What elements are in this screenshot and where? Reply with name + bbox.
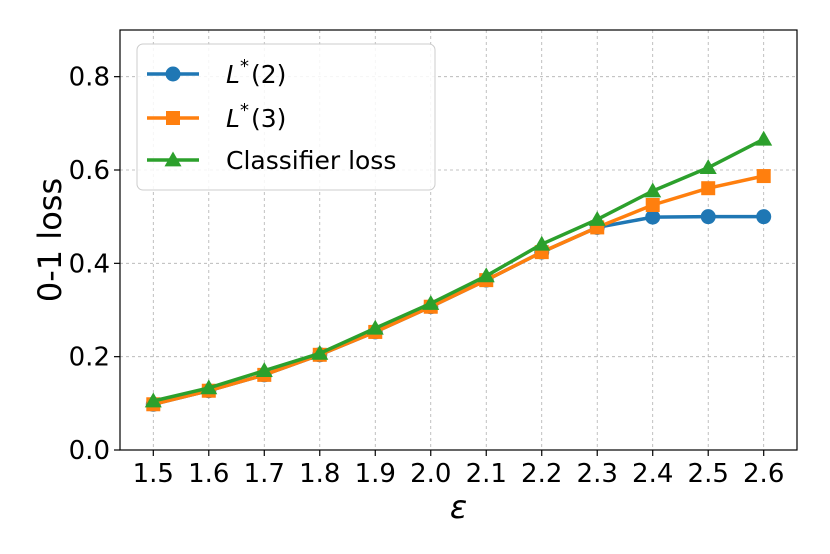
x-tick-label: 2.6: [743, 459, 784, 489]
data-point: [755, 130, 773, 146]
x-tick-label: 1.8: [299, 459, 340, 489]
y-tick-label: 0.6: [69, 156, 110, 186]
y-tick-label: 0.2: [69, 343, 110, 373]
x-tick-label: 2.1: [466, 459, 507, 489]
x-tick-label: 2.5: [688, 459, 729, 489]
data-point: [477, 267, 495, 283]
series-line: [152, 174, 765, 406]
x-tick-label: 2.4: [632, 459, 673, 489]
legend-marker: [165, 66, 181, 82]
x-tick-label: 2.3: [577, 459, 618, 489]
y-axis-label: 0-1 loss: [31, 178, 69, 302]
legend-item: Classifier loss: [147, 146, 396, 175]
legend-label: L*(3): [226, 100, 286, 133]
legend-marker: [166, 111, 180, 125]
legend-marker: [164, 151, 182, 167]
x-tick-label: 1.6: [188, 459, 229, 489]
x-axis-label: ε: [450, 488, 467, 526]
x-tick-label: 2.2: [521, 459, 562, 489]
data-point: [701, 181, 716, 196]
x-tick-label: 1.7: [244, 459, 285, 489]
series-line: [152, 137, 765, 403]
plot-frame: [119, 29, 798, 451]
data-point: [533, 235, 551, 251]
data-point: [144, 392, 162, 408]
x-tick-label: 1.9: [355, 459, 396, 489]
legend-label: Classifier loss: [226, 146, 396, 175]
x-tick-label: 2.0: [410, 459, 451, 489]
data-point: [200, 379, 218, 395]
legend-label: L*(2): [226, 56, 286, 89]
data-point: [311, 344, 329, 360]
data-point: [422, 294, 440, 310]
y-tick-label: 0.4: [69, 249, 110, 279]
data-point: [756, 169, 771, 184]
data-point: [645, 198, 660, 212]
x-axis-ticks: 1.5 1.6 1.7 1.8 1.9 2.0 2.1 2.2 2.3 2.4 2.5 2.6: [133, 450, 784, 489]
data-point: [756, 209, 772, 225]
data-point: [700, 209, 716, 225]
data-point: [645, 209, 661, 225]
data-point: [366, 319, 384, 335]
data-point: [644, 182, 662, 198]
y-tick-label: 0.8: [69, 63, 110, 93]
legend: L*(2) L*(3) Classifier loss: [136, 43, 436, 191]
series-3: [144, 130, 773, 408]
legend-box: [136, 43, 436, 191]
data-point: [255, 362, 273, 378]
data-point: [699, 159, 717, 175]
x-tick-label: 1.5: [133, 459, 174, 489]
legend-item: L*(3): [147, 100, 286, 133]
series-layer: [144, 130, 773, 412]
y-axis-ticks: 0.0 0.2 0.4 0.6 0.8: [69, 63, 120, 466]
legend-item: L*(2): [147, 56, 286, 89]
y-tick-label: 0.0: [69, 436, 110, 466]
data-point: [588, 210, 606, 226]
